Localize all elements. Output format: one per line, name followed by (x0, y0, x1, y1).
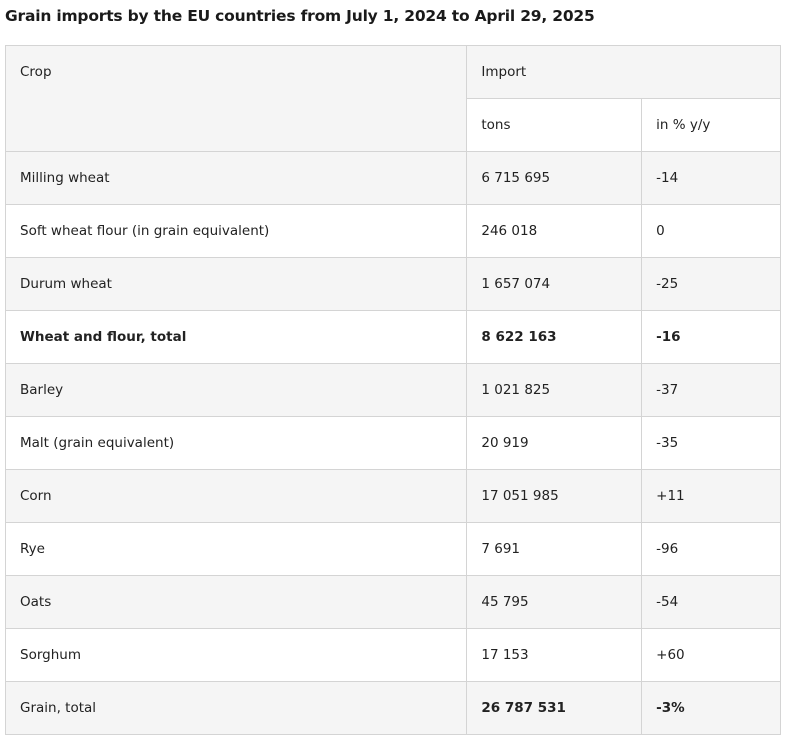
row-pct: 0 (641, 204, 781, 258)
row-crop: Soft wheat flour (in grain equivalent) (4, 204, 468, 258)
row-tons: 7 691 (466, 522, 643, 576)
row-crop: Corn (4, 469, 468, 523)
row-pct: -96 (641, 522, 781, 576)
row-pct: -35 (641, 416, 781, 470)
header-import: Import (466, 45, 781, 99)
row-crop: Durum wheat (4, 257, 468, 311)
row-tons: 6 715 695 (466, 151, 643, 205)
row-tons: 1 657 074 (466, 257, 643, 311)
row-crop: Grain, total (4, 681, 468, 735)
row-crop: Sorghum (4, 628, 468, 682)
table-subheader-row: tons in % y/y (6, 98, 781, 152)
row-crop: Malt (grain equivalent) (4, 416, 468, 470)
table-header-row: Crop Import (4, 45, 781, 152)
row-tons: 20 919 (466, 416, 643, 470)
row-tons: 26 787 531 (466, 681, 643, 735)
row-crop: Oats (4, 575, 468, 629)
row-pct: -54 (641, 575, 781, 629)
header-pct: in % y/y (641, 98, 781, 152)
header-tons: tons (466, 98, 643, 152)
table-row: Durum wheat 1 657 074 -25 (4, 257, 781, 311)
row-pct: +11 (641, 469, 781, 523)
table-row: Oats 45 795 -54 (4, 575, 781, 629)
table-row: Soft wheat flour (in grain equivalent) 2… (4, 204, 781, 258)
row-crop: Milling wheat (4, 151, 468, 205)
row-pct: -16 (641, 310, 781, 364)
row-pct: -14 (641, 151, 781, 205)
table-row: Malt (grain equivalent) 20 919 -35 (4, 416, 781, 470)
row-tons: 1 021 825 (466, 363, 643, 417)
row-pct: -3% (641, 681, 781, 735)
row-tons: 8 622 163 (466, 310, 643, 364)
row-crop: Rye (4, 522, 468, 576)
row-pct: -37 (641, 363, 781, 417)
table-row: Sorghum 17 153 +60 (4, 628, 781, 682)
row-pct: -25 (641, 257, 781, 311)
row-tons: 246 018 (466, 204, 643, 258)
row-tons: 17 051 985 (466, 469, 643, 523)
grain-imports-table: Crop Import tons in % y/y Milling wheat … (4, 45, 781, 735)
table-row: Grain, total 26 787 531 -3% (4, 681, 781, 735)
table-row: Rye 7 691 -96 (4, 522, 781, 576)
table-row: Corn 17 051 985 +11 (4, 469, 781, 523)
row-tons: 45 795 (466, 575, 643, 629)
row-crop: Barley (4, 363, 468, 417)
row-tons: 17 153 (466, 628, 643, 682)
header-crop: Crop (4, 45, 468, 152)
page-title: Grain imports by the EU countries from J… (5, 7, 595, 25)
row-crop: Wheat and flour, total (4, 310, 468, 364)
table-row: Barley 1 021 825 -37 (4, 363, 781, 417)
table-row: Wheat and flour, total 8 622 163 -16 (4, 310, 781, 364)
table-row: Milling wheat 6 715 695 -14 (4, 151, 781, 205)
row-pct: +60 (641, 628, 781, 682)
